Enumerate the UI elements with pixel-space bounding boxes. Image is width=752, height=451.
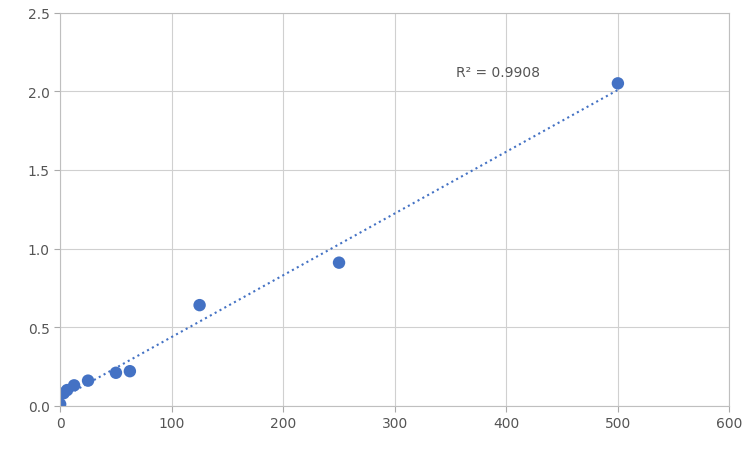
Point (612, 81, 624, 88)
Point (68, 382, 80, 389)
Point (61, 387, 73, 394)
Point (193, 302, 205, 309)
Point (58, 390, 70, 397)
Point (110, 369, 122, 377)
Text: R² = 0.9908: R² = 0.9908 (456, 66, 540, 80)
Point (124, 368, 136, 375)
Point (333, 259, 345, 267)
Point (54, 401, 66, 408)
Point (82, 377, 94, 384)
